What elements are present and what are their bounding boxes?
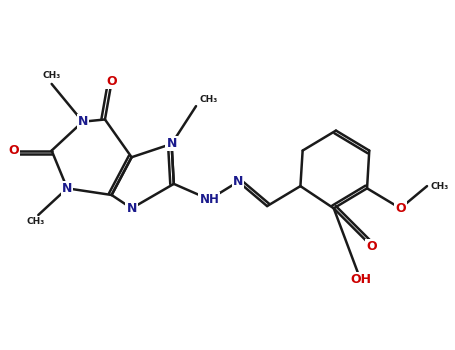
Text: CH₃: CH₃ — [42, 71, 61, 80]
Text: N: N — [77, 115, 88, 128]
Text: CH₃: CH₃ — [430, 182, 449, 191]
Text: OH: OH — [350, 273, 371, 286]
Text: N: N — [126, 202, 137, 215]
Text: O: O — [9, 144, 19, 157]
Text: N: N — [62, 182, 72, 195]
Text: N: N — [167, 138, 177, 150]
Text: NH: NH — [199, 193, 219, 206]
Text: CH₃: CH₃ — [200, 95, 218, 104]
Text: CH₃: CH₃ — [27, 217, 45, 226]
Text: O: O — [106, 75, 117, 88]
Text: O: O — [395, 202, 406, 215]
Text: O: O — [366, 240, 377, 253]
Text: N: N — [233, 175, 243, 188]
